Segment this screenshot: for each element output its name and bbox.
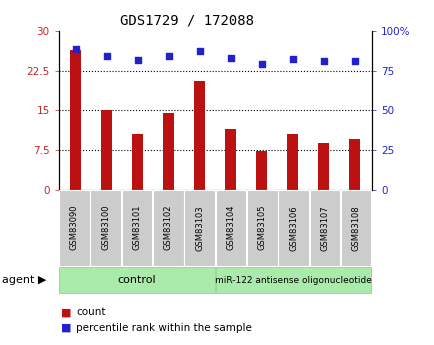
- Text: GSM83100: GSM83100: [101, 205, 110, 250]
- Text: GSM83102: GSM83102: [164, 205, 172, 250]
- Bar: [318, 143, 329, 190]
- Point: [134, 57, 141, 62]
- Point: [165, 54, 172, 59]
- Text: miR-122 antisense oligonucleotide: miR-122 antisense oligonucleotide: [215, 276, 371, 285]
- Point: [227, 55, 234, 61]
- Text: GDS1729 / 172088: GDS1729 / 172088: [120, 14, 253, 28]
- Bar: [70, 50, 81, 190]
- Bar: [349, 139, 359, 190]
- Text: GSM83101: GSM83101: [132, 205, 141, 250]
- Bar: [132, 134, 143, 190]
- Bar: [101, 110, 112, 190]
- Text: control: control: [118, 275, 156, 285]
- Point: [196, 48, 203, 54]
- Bar: [256, 151, 266, 190]
- Text: GSM83103: GSM83103: [195, 205, 204, 250]
- Text: count: count: [76, 307, 105, 317]
- Point: [320, 58, 327, 64]
- Text: GSM83104: GSM83104: [226, 205, 235, 250]
- Point: [258, 61, 265, 66]
- Text: GSM83106: GSM83106: [289, 205, 297, 250]
- Bar: [163, 113, 174, 190]
- Text: agent ▶: agent ▶: [2, 275, 46, 285]
- Point: [351, 58, 358, 64]
- Point: [289, 56, 296, 61]
- Text: GSM83105: GSM83105: [257, 205, 266, 250]
- Bar: [225, 129, 236, 190]
- Text: ■: ■: [61, 323, 71, 333]
- Bar: [287, 134, 298, 190]
- Bar: [194, 81, 205, 190]
- Text: GSM83090: GSM83090: [70, 205, 79, 250]
- Point: [103, 53, 110, 58]
- Text: GSM83108: GSM83108: [351, 205, 360, 250]
- Text: ■: ■: [61, 307, 71, 317]
- Text: percentile rank within the sample: percentile rank within the sample: [76, 323, 251, 333]
- Text: GSM83107: GSM83107: [320, 205, 329, 250]
- Point: [72, 47, 79, 52]
